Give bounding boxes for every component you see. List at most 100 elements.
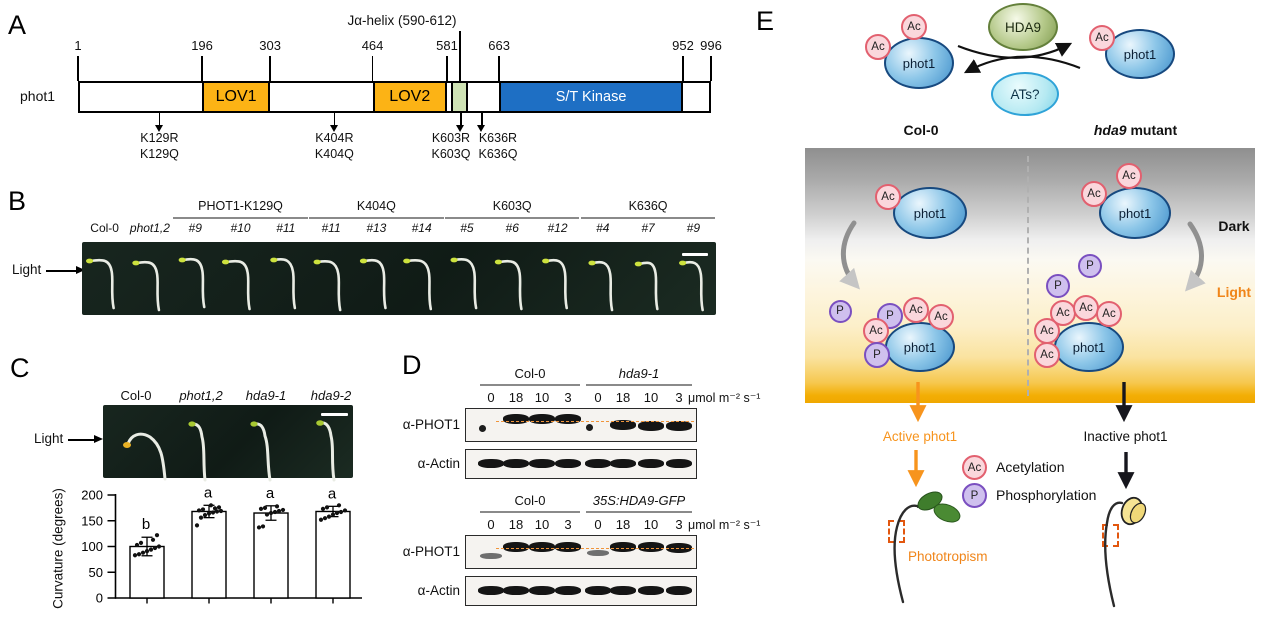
data-dot [152,545,158,551]
seedling-hypocotyl [319,421,336,482]
protein-band [666,421,692,431]
lane-label: #12 [547,221,568,235]
seedling-hypocotyl [545,258,568,310]
acetylation-mark: Ac [928,304,954,330]
data-dot [274,504,280,509]
aa-tick-line [201,56,203,81]
genotype-group-underline [309,217,444,219]
data-dot [210,510,216,515]
domain-LOV1: LOV1 [202,81,271,113]
y-tick-label: 0 [96,591,103,606]
protein-band [610,459,636,468]
antibody-label: α-Actin [417,583,460,598]
genotype-group-underline [173,217,308,219]
hda9-enzyme-oval: HDA9 [988,3,1058,51]
hda9-mutant-label: hda9 mutant [1078,122,1193,138]
seedling-stem-right [1104,501,1124,608]
data-dot [324,505,330,510]
aa-tick-label: 464 [361,38,384,53]
aa-tick-line [710,56,712,81]
hypocotyl-region-box-right [1102,524,1119,547]
antibody-label: α-Actin [417,456,460,471]
phosphorylation-mark: P [864,342,890,368]
blot-group-label-left: Col-0 [514,366,546,381]
protein-band [529,414,555,424]
data-dot [206,511,212,516]
acetylation-mark: Ac [903,297,929,323]
genotype-label: Col-0 [120,388,152,403]
fluence-lane-label: 3 [564,517,572,532]
protein-band [555,459,581,468]
data-dot [256,525,262,530]
panel-b-light-arrow-line [46,269,76,272]
fluence-lane-label: 18 [508,517,524,532]
genotype-divider-line [1027,156,1029,396]
aa-tick-label: 303 [259,38,281,53]
fluence-lane-label: 3 [564,390,572,405]
data-dot [318,517,324,522]
seedling-hypocotyl [682,260,704,312]
data-dot [320,506,326,512]
data-dot [212,506,218,511]
data-dot [154,533,160,538]
aa-tick-label: 581 [436,38,458,53]
light-label: Light [1216,284,1252,300]
fluence-lane-label: 0 [487,517,495,532]
data-dot [132,553,138,558]
lane-label: #11 [276,221,296,235]
y-tick-label: 150 [81,513,103,528]
lane-label: #7 [641,221,655,235]
protein-band [503,586,529,595]
seedling-hypocotyl [591,260,614,312]
phosphorylation-mark: P [828,299,852,323]
dark-to-light-arrow-right [1185,221,1206,292]
inactive-phot1-label: Inactive phot1 [1083,429,1168,444]
mutation-arrow-stem [158,113,161,125]
seedling-cotyledon-tip [123,442,131,448]
antibody-label: α-PHOT1 [402,544,460,559]
protein-band [638,586,664,595]
dark-to-light-arrow-left [839,220,860,290]
seedling-hypocotyl [253,422,272,482]
genotype-group-label: K603Q [492,199,532,213]
protein-band [638,459,664,468]
lane-label: #10 [230,221,251,235]
protein-band [503,459,529,468]
fluence-lane-label: 10 [534,390,550,405]
lane-label: phot1,2 [129,221,170,235]
lane-label: #4 [596,221,610,235]
seedling-hypocotyl [181,257,206,309]
curvature-chart: 0 50 100 150 200 b a a a [81,484,362,606]
blot-group-label-right: hda9-1 [618,366,660,381]
data-dot [322,516,328,521]
data-dot [140,550,146,555]
panel-b-scale-bar [682,253,708,256]
seedling-cotyledon-tip [316,420,324,426]
data-dot [156,544,162,549]
seedling-cotyledon-tip [634,261,642,267]
acetylation-legend-icon: Ac [962,455,987,480]
seedling-cotyledon-tip [250,421,258,427]
mutation-label: K636R [478,131,518,145]
y-tick-label: 100 [81,539,103,554]
blot-box [465,535,697,569]
fluence-lane-label: 18 [508,390,524,405]
genotype-label: hda9-1 [245,388,287,403]
panel-d-label: D [402,350,422,380]
seedling-cotyledon-tip [188,421,196,427]
fluence-lane-label: 10 [534,517,550,532]
data-dot [196,508,202,513]
mutation-label: K603Q [431,147,471,161]
protein-band [503,414,529,424]
acetylation-mark: Ac [1116,163,1142,189]
mutation-arrow-head [477,125,486,132]
band-shift-dashed-line [496,421,694,422]
acetylation-mark: Ac [1073,295,1099,321]
mutation-label: K404Q [314,147,354,161]
protein-band [529,542,555,552]
mutation-arrow-stem [460,113,462,125]
seedling-hypocotyl [126,432,167,481]
mutation-label: K129R [140,131,179,145]
hda9-mutant-italic: hda9 [1093,122,1127,138]
blot-group-underline [480,384,580,386]
